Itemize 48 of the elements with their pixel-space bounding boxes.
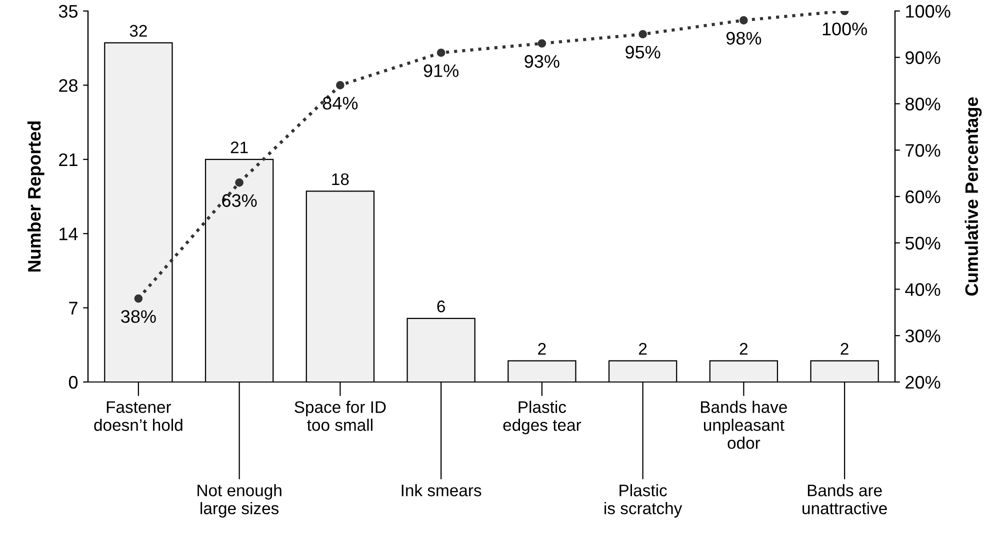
x-tick-label: Plastic edges tear [503,400,582,434]
data-label: 2 [639,342,647,355]
y-tick-label: 14 [60,228,78,240]
x-tick-label: Bands have unpleasant odor [701,400,787,449]
data-label: 100% [822,22,868,36]
data-label: 63% [222,194,257,207]
x-tick-label: Bands are unattractive [802,484,887,514]
data-label: 84% [322,96,358,110]
y-tick-label: 35 [58,4,78,18]
point [235,178,244,187]
y2-tick-label: 60% [906,190,940,204]
point [538,39,546,48]
x-tick-label: Fastener doesn’t hold [94,401,182,431]
y2-tick-label: 100% [906,4,950,18]
y2-tick-label: 20% [906,376,940,389]
data-label: 2 [840,342,848,355]
y2-tick-label: 90% [906,51,940,64]
y-tick-label: 7 [69,302,78,314]
data-label: 91% [424,64,458,78]
y-tick-label: 0 [68,376,78,389]
data-label: 18 [332,173,349,186]
data-label: 93% [524,55,560,68]
data-label: 38% [121,310,156,323]
y2-tick-label: 40% [905,283,940,296]
y2-tick-label: 50% [905,236,940,250]
point [436,48,446,57]
data-label: 2 [538,342,546,355]
point [638,30,647,38]
x-tick-label: Ink smears [402,484,482,496]
data-label: 6 [437,300,445,312]
point [336,81,344,90]
data-label: 21 [230,142,248,154]
y2-axis-title: Cumulative Percentage [964,97,982,296]
point [134,294,143,303]
y-tick-label: 21 [59,153,78,166]
data-label: 98% [726,32,762,45]
y2-tick-label: 30% [905,330,940,342]
data-label: 95% [626,46,660,59]
y2-tick-label: 80% [906,98,940,110]
data-label: 2 [740,342,748,355]
y2-tick-label: 70% [906,144,940,157]
x-tick-label: Not enough large sizes [198,484,282,518]
y-axis-title: Number Reported [27,121,44,272]
y-tick-label: 28 [59,79,78,92]
x-tick-label: Space for ID too small [294,400,386,431]
data-label: 32 [130,24,147,37]
point [740,16,748,24]
x-tick-label: Plastic is scratchy [604,484,682,518]
